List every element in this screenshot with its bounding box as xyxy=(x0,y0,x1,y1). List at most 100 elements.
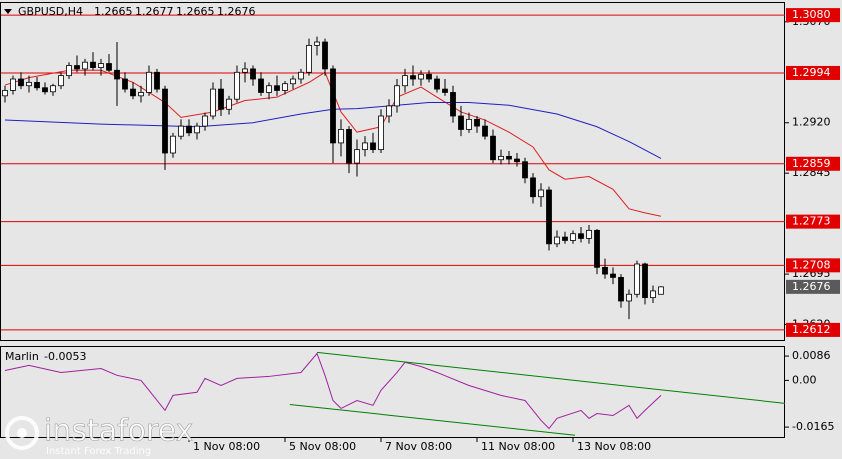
candle-body xyxy=(106,63,112,71)
candle-body xyxy=(210,88,216,117)
ohlc-label: 1.2677 xyxy=(135,5,174,18)
watermark: instaforex Instant Forex Trading xyxy=(5,413,194,457)
candle-body xyxy=(386,105,392,117)
ohlc-label: 1.2665 xyxy=(176,5,215,18)
candle-body xyxy=(370,142,376,151)
candle-body xyxy=(314,41,320,46)
candle-body xyxy=(90,61,96,68)
level-label: 1.3080 xyxy=(792,8,831,21)
candle-body xyxy=(594,229,600,268)
candle-body xyxy=(466,118,472,130)
candle-body xyxy=(66,65,72,77)
x-tick-label: 11 Nov 08:00 xyxy=(481,440,555,453)
candle-body xyxy=(202,115,208,127)
candle-body xyxy=(114,69,120,80)
candle-body xyxy=(394,85,400,107)
level-label-box xyxy=(786,156,840,171)
menu-arrow xyxy=(4,9,12,14)
candle-body xyxy=(290,78,296,85)
candle-body xyxy=(250,68,256,80)
candle-body xyxy=(450,92,456,117)
candle-body xyxy=(650,290,656,299)
level-label: 1.2708 xyxy=(792,258,831,271)
candle-body xyxy=(10,78,16,91)
x-tick-label: 7 Nov 08:00 xyxy=(385,440,452,453)
ohlc-label: 1.2665 xyxy=(94,5,133,18)
candle-body xyxy=(74,65,80,70)
candle-body xyxy=(522,161,528,179)
candle-body xyxy=(26,81,32,87)
level-label: 1.2859 xyxy=(792,157,831,170)
candle-body xyxy=(130,88,136,97)
watermark-logo xyxy=(5,416,39,450)
candle-body xyxy=(234,71,240,100)
candle-body xyxy=(442,88,448,93)
candle-body xyxy=(18,78,24,87)
candle-body xyxy=(530,177,536,198)
candle-body xyxy=(170,135,176,154)
candle-body xyxy=(330,68,336,144)
candle-body xyxy=(378,115,384,151)
candle-body xyxy=(458,115,464,130)
candle-body xyxy=(322,41,328,70)
candle-body xyxy=(282,83,288,91)
level-label-box xyxy=(786,65,840,80)
x-tick-label: 13 Nov 08:00 xyxy=(577,440,651,453)
candle-body xyxy=(562,236,568,241)
y-tick-label: 1.2920 xyxy=(792,116,831,129)
level-label-box xyxy=(786,8,840,23)
y-tick-label: 0.0086 xyxy=(792,349,831,362)
level-label: 1.2994 xyxy=(792,66,831,79)
x-tick-label: 5 Nov 08:00 xyxy=(289,440,356,453)
candle-body xyxy=(634,263,640,295)
candle-body xyxy=(138,92,144,97)
candle-body xyxy=(82,61,88,70)
candle-body xyxy=(258,78,264,93)
candle-body xyxy=(42,87,48,93)
candle-body xyxy=(418,73,424,80)
candle-body xyxy=(162,88,168,154)
symbol-label: GBPUSD,H4 xyxy=(18,5,83,18)
indicator-title: Marlin xyxy=(5,350,39,363)
candle-body xyxy=(122,78,128,90)
candle-body xyxy=(546,189,552,245)
main-frame xyxy=(0,2,785,341)
candle-body xyxy=(146,71,152,93)
candle-body xyxy=(570,233,576,241)
candle-body xyxy=(410,75,416,80)
candle-body xyxy=(514,158,520,163)
candle-body xyxy=(490,135,496,161)
candle-body xyxy=(346,129,352,164)
candle-body xyxy=(402,75,408,87)
candle-body xyxy=(642,263,648,299)
level-label: 1.2773 xyxy=(792,215,831,228)
candle-body xyxy=(50,85,56,93)
candle-body xyxy=(474,118,480,127)
candle-body xyxy=(586,229,592,239)
indicator-value: -0.0053 xyxy=(44,350,86,363)
candle-body xyxy=(58,75,64,87)
candle-body xyxy=(498,155,504,161)
candle-body xyxy=(274,85,280,91)
candle-body xyxy=(2,90,8,97)
candle-body xyxy=(658,286,664,295)
candle-body xyxy=(434,78,440,90)
x-tick-label: 1 Nov 08:00 xyxy=(193,440,260,453)
last-price-box xyxy=(786,279,840,294)
candle-body xyxy=(186,125,192,134)
candle-body xyxy=(226,98,232,110)
indicator-line xyxy=(316,351,786,404)
candle-body xyxy=(610,273,616,278)
candle-body xyxy=(266,85,272,93)
candle-body xyxy=(298,71,304,80)
level-label-box xyxy=(786,214,840,229)
candle-body xyxy=(554,236,560,245)
candle-body xyxy=(194,125,200,134)
candle-body xyxy=(242,68,248,73)
candle-body xyxy=(578,233,584,239)
candle-body xyxy=(426,73,432,80)
candle-body xyxy=(602,266,608,275)
